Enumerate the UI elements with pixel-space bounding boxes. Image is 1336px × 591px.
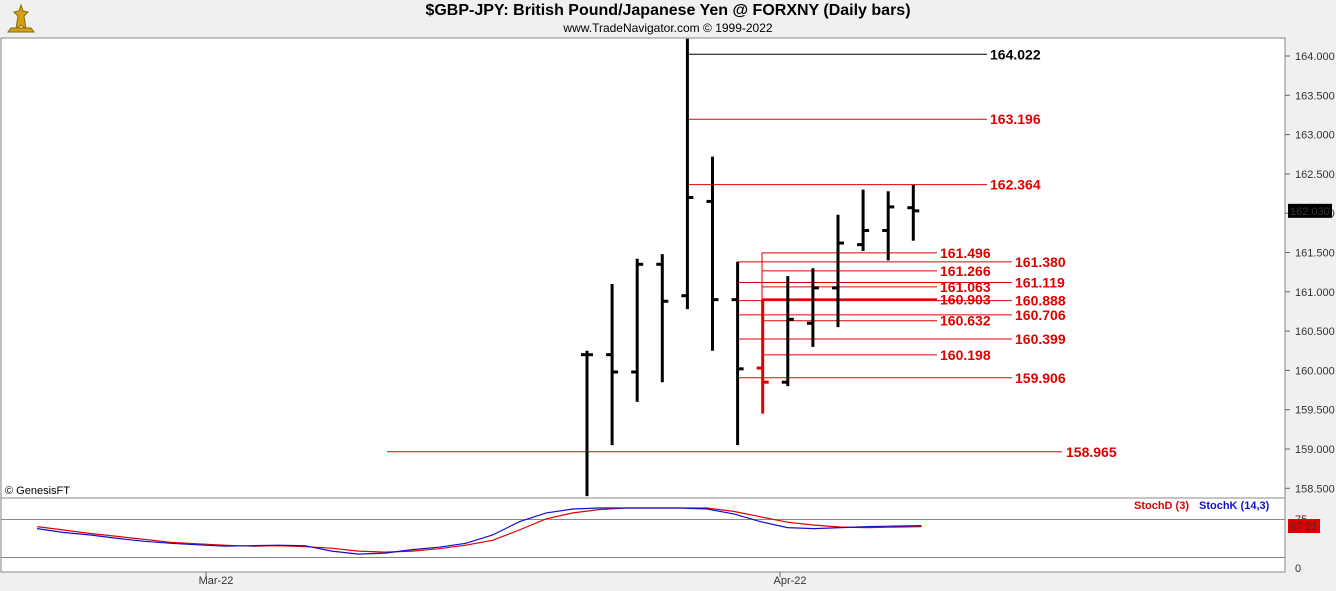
stoch-tick-label: 0 — [1295, 563, 1301, 575]
trade-navigator-logo-icon — [7, 3, 35, 33]
stochastic-lines — [36, 507, 922, 555]
ohlc-bar — [781, 276, 794, 387]
level-label: 162.364 — [990, 177, 1041, 193]
level-label: 161.119 — [1015, 274, 1065, 290]
price-tick-label: 160.500 — [1295, 326, 1335, 338]
level-label: 164.022 — [990, 46, 1041, 62]
level-label: 161.380 — [1015, 254, 1066, 270]
level-label: 163.196 — [990, 111, 1041, 127]
fib-levels: 164.022 163.196 162.364 158.965 161.380 161.1… — [387, 46, 1117, 460]
stoch-d-legend: StochD (3) — [1134, 500, 1189, 512]
price-tick-label: 163.500 — [1295, 90, 1335, 102]
level-label: 160.632 — [940, 313, 991, 329]
level-label: 159.906 — [1015, 370, 1066, 386]
chart-subtitle: www.TradeNavigator.com © 1999-2022 — [563, 21, 773, 35]
price-tick-label: 158.500 — [1295, 483, 1335, 495]
level-label: 160.706 — [1015, 307, 1066, 323]
price-tick-label: 160.000 — [1295, 365, 1335, 377]
ohlc-bar — [882, 191, 895, 261]
chart-header: $GBP-JPY: British Pound/Japanese Yen @ F… — [0, 0, 1336, 38]
ohlc-bar — [581, 350, 593, 497]
price-tick-label: 161.000 — [1295, 287, 1335, 299]
current-price-label: 162.030 — [1290, 206, 1330, 218]
level-label: 160.198 — [940, 347, 991, 363]
ohlc-bar — [756, 299, 769, 414]
ohlc-bar — [806, 268, 819, 347]
copyright-label: © GenesisFT — [5, 485, 70, 497]
price-axis: 164.000163.500163.000162.500162.000161.5… — [199, 51, 1335, 587]
stochastic-panel — [0, 497, 1286, 573]
ohlc-bar — [731, 261, 744, 446]
ohlc-bars — [581, 38, 920, 497]
ohlc-bar — [832, 214, 844, 328]
price-tick-label: 159.500 — [1295, 405, 1335, 417]
date-tick-label: Apr-22 — [773, 575, 806, 587]
level-label: 161.063 — [940, 279, 991, 295]
price-tick-label: 164.000 — [1295, 51, 1335, 63]
stoch-d-line — [36, 507, 922, 553]
ohlc-bar — [706, 156, 719, 351]
ohlc-bar — [606, 283, 619, 446]
price-tick-label: 161.500 — [1295, 248, 1335, 260]
price-tick-label: 163.000 — [1295, 130, 1335, 142]
stoch-k-line — [36, 507, 922, 555]
level-label: 161.266 — [940, 263, 991, 279]
level-label: 160.399 — [1015, 331, 1066, 347]
date-tick-label: Mar-22 — [199, 575, 234, 587]
ohlc-bar — [857, 189, 870, 251]
chart-title: $GBP-JPY: British Pound/Japanese Yen @ F… — [425, 2, 911, 19]
level-label: 160.888 — [1015, 293, 1066, 309]
price-tick-label: 162.500 — [1295, 169, 1335, 181]
level-label: 160.903 — [940, 291, 991, 307]
level-label: 161.496 — [940, 245, 991, 261]
stoch-value-box — [1288, 519, 1320, 533]
stoch-k-legend: StochK (14,3) — [1199, 500, 1270, 512]
ohlc-bar — [631, 258, 644, 402]
ohlc-bar — [656, 254, 669, 383]
main-panel — [0, 37, 1286, 499]
level-label: 158.965 — [1066, 444, 1117, 460]
stoch-value-label: 67.21 — [1290, 521, 1318, 533]
ohlc-bar — [681, 38, 694, 310]
current-price-box — [1288, 203, 1332, 218]
ohlc-bar — [907, 184, 920, 241]
price-tick-label: 159.000 — [1295, 444, 1335, 456]
